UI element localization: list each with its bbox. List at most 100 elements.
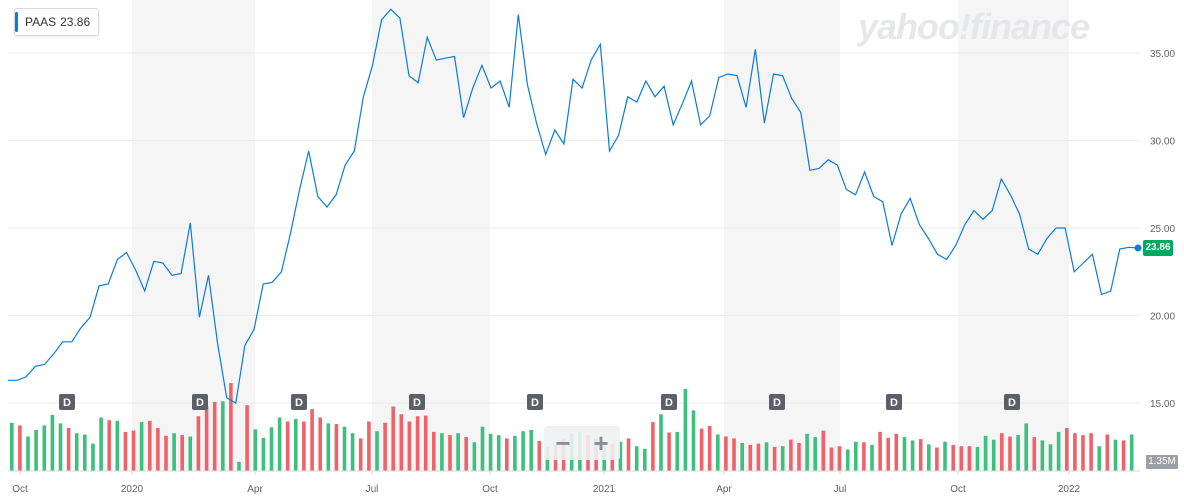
- volume-bar: [277, 417, 282, 471]
- volume-bar: [724, 436, 728, 471]
- dividend-marker[interactable]: D: [886, 394, 902, 410]
- volume-bar: [383, 422, 387, 471]
- dividend-marker-label: D: [531, 397, 539, 409]
- dividend-marker[interactable]: D: [192, 394, 208, 410]
- volume-bar: [488, 433, 493, 471]
- volume-bar: [1016, 435, 1020, 471]
- y-tick-label: 35.00: [1150, 49, 1175, 60]
- x-tick-label: Apr: [247, 484, 263, 495]
- zoom-controls: − +: [544, 426, 620, 460]
- volume-bar: [975, 446, 980, 471]
- volume-bar: [935, 447, 939, 471]
- volume-bar: [829, 447, 834, 471]
- volume-bar: [74, 433, 79, 471]
- volume-bar: [1129, 434, 1134, 471]
- volume-bar: [123, 431, 128, 471]
- dividend-marker-box: [527, 394, 543, 410]
- yahoo-finance-logo: yahoo!finance: [858, 6, 1090, 47]
- x-tick-label: Jul: [366, 484, 379, 495]
- volume-bar: [1105, 434, 1110, 471]
- dividend-marker-box: [886, 394, 902, 410]
- volume-bar: [448, 435, 452, 471]
- zoom-in-button[interactable]: +: [593, 427, 609, 458]
- volume-bar: [870, 444, 874, 471]
- dividend-marker-label: D: [196, 397, 204, 409]
- volume-bar: [772, 446, 777, 471]
- dividend-marker-box: [409, 394, 425, 410]
- volume-bar: [707, 426, 712, 471]
- volume-bar: [1048, 444, 1053, 471]
- volume-bar: [651, 422, 655, 471]
- ticker-symbol: PAAS: [25, 15, 57, 29]
- dividend-marker-label: D: [773, 397, 781, 409]
- volume-bar: [115, 420, 120, 471]
- volume-bar: [537, 441, 542, 471]
- y-tick-label: 20.00: [1150, 312, 1175, 323]
- volume-bar: [1065, 428, 1069, 471]
- volume-bar: [1056, 431, 1061, 471]
- volume-bar: [1121, 440, 1126, 471]
- volume-bar: [1000, 433, 1004, 471]
- dividend-marker[interactable]: D: [291, 394, 307, 410]
- volume-bar: [34, 429, 38, 471]
- volume-bar: [1040, 440, 1045, 471]
- y-tick-label: 15.00: [1150, 399, 1175, 410]
- volume-bar: [967, 446, 972, 471]
- volume-bar: [10, 422, 14, 471]
- volume-bar: [221, 401, 225, 471]
- volume-bar: [318, 417, 322, 471]
- volume-bar: [513, 435, 517, 471]
- dividend-marker[interactable]: D: [59, 394, 75, 410]
- volume-bar: [634, 446, 639, 471]
- dividend-marker-label: D: [413, 397, 421, 409]
- volume-bar: [91, 443, 95, 471]
- dividend-marker-box: [291, 394, 307, 410]
- ticker-price: 23.86: [60, 15, 91, 29]
- volume-bar: [131, 430, 136, 471]
- x-tick-label: Oct: [12, 484, 28, 495]
- volume-bar: [845, 449, 850, 471]
- volume-bar: [910, 440, 915, 471]
- volume-bar: [18, 425, 22, 471]
- dividend-marker-label: D: [63, 397, 71, 409]
- period-band: [724, 0, 840, 471]
- dividend-marker-box: [59, 394, 75, 410]
- volume-bar: [521, 431, 525, 471]
- volume-bar: [237, 461, 241, 471]
- volume-bar: [505, 438, 509, 471]
- volume-bar: [821, 430, 826, 471]
- price-line: [8, 8, 1139, 404]
- volume-bar: [1073, 433, 1077, 471]
- ticker-badge[interactable]: PAAS 23.86: [14, 8, 100, 36]
- x-tick-label: Oct: [950, 484, 966, 495]
- dividend-marker[interactable]: D: [1004, 394, 1020, 410]
- volume-bar: [959, 446, 964, 471]
- volume-bar: [862, 442, 866, 471]
- volume-bar: [156, 428, 160, 471]
- volume-bar: [1081, 435, 1085, 471]
- volume-bar: [139, 422, 144, 471]
- volume-bar: [618, 441, 623, 471]
- dividend-marker-label: D: [1008, 397, 1016, 409]
- volume-bar: [456, 433, 460, 471]
- volume-bar: [432, 431, 436, 471]
- dividend-marker[interactable]: D: [409, 394, 425, 410]
- volume-bar: [285, 421, 290, 471]
- volume-bar: [245, 405, 249, 471]
- volume-bar: [196, 416, 201, 471]
- volume-bar: [26, 436, 30, 471]
- volume-bar: [66, 428, 71, 471]
- dividend-marker[interactable]: D: [769, 394, 785, 410]
- volume-bar: [732, 438, 736, 471]
- volume-bar: [918, 439, 923, 471]
- volume-bar: [1032, 437, 1037, 471]
- zoom-out-button[interactable]: −: [555, 427, 571, 458]
- dividend-marker-box: [1004, 394, 1020, 410]
- volume-bar: [529, 429, 533, 471]
- volume-bar: [367, 421, 371, 471]
- dividend-marker[interactable]: D: [527, 394, 543, 410]
- volume-bar: [188, 436, 193, 471]
- x-tick-label: Apr: [716, 484, 732, 495]
- dividend-marker[interactable]: D: [661, 394, 677, 410]
